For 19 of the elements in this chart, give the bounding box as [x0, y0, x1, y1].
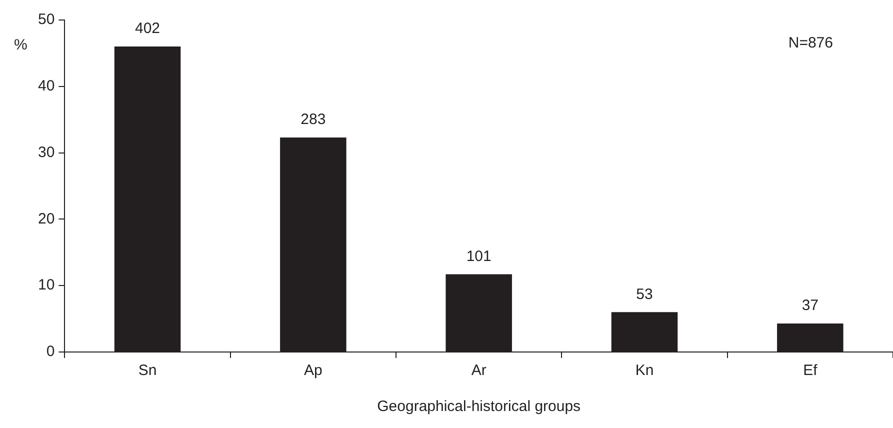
annotation: 402: [135, 20, 160, 38]
annotation: 283: [300, 111, 326, 128]
x-tick-label: Kn: [635, 362, 654, 380]
annotation: 37: [802, 297, 819, 314]
y-tick-label: 20: [38, 210, 55, 228]
y-tick-label: 0: [46, 343, 55, 360]
y-tick-label: 40: [38, 78, 55, 95]
x-tick-label: Ap: [304, 362, 322, 380]
y-tick-label: 10: [38, 276, 55, 294]
x-axis-title: Geographical-historical groups: [377, 398, 581, 416]
y-axis-title: %: [14, 36, 28, 54]
annotation: N=876: [788, 34, 833, 52]
y-tick-label: 50: [38, 11, 55, 28]
annotation: 101: [466, 248, 492, 265]
x-tick-label: Ar: [471, 362, 486, 380]
annotation: 53: [636, 286, 653, 303]
x-tick-label: Ef: [803, 362, 818, 380]
x-tick-label: Sn: [138, 362, 157, 380]
y-tick-label: 30: [38, 144, 55, 161]
